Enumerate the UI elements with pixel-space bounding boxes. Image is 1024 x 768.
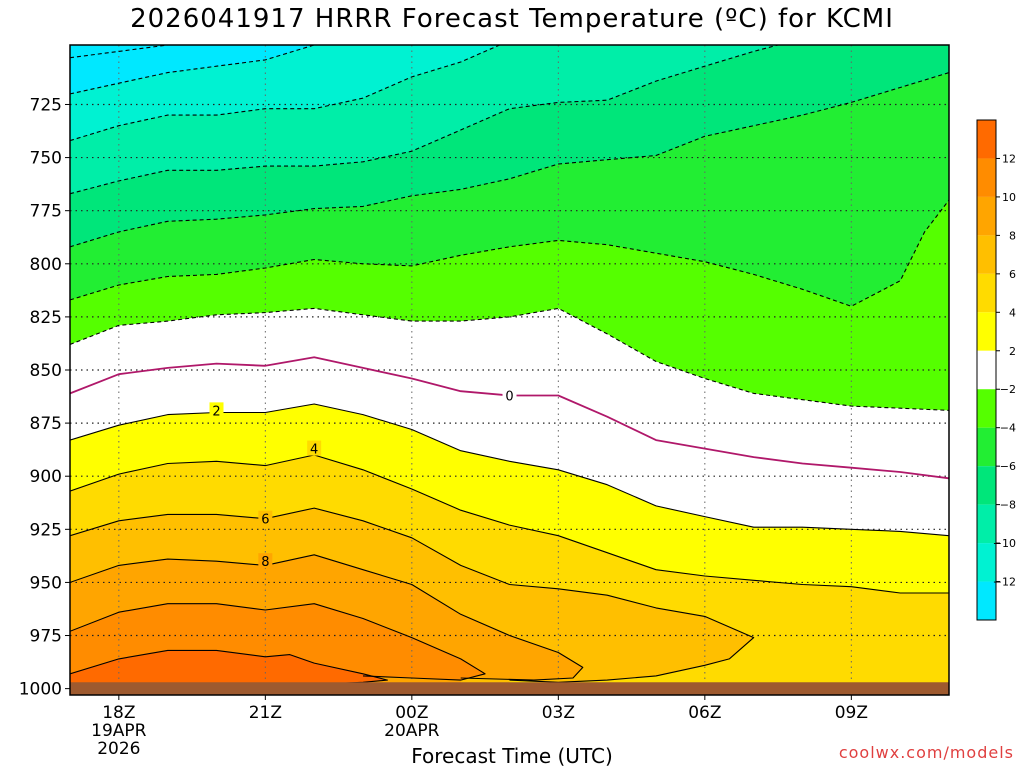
ground-layer xyxy=(70,682,949,695)
isotherm-line xyxy=(70,649,388,685)
y-tick-label: 775 xyxy=(30,202,62,222)
colorbar-label: 10 xyxy=(1002,191,1016,204)
contour-label-bg xyxy=(258,553,273,569)
isotherm-line xyxy=(70,307,949,411)
x-tick-sublabel: 19APR xyxy=(91,721,147,741)
colorbar-band xyxy=(977,120,996,159)
colorbar: 12 10 8 6 4 2 −2 −4 −6 −8 −10 −12 xyxy=(976,119,1016,621)
contour-label: 8 xyxy=(261,555,269,570)
ground-fill xyxy=(70,682,949,695)
x-tick-label: 18Z xyxy=(102,703,135,723)
x-tick-label: 00Z xyxy=(395,703,428,723)
x-tick-sublabel: 20APR xyxy=(384,721,440,741)
contour-label-bg xyxy=(258,510,273,526)
y-tick-label: 725 xyxy=(30,95,62,115)
isotherm-line xyxy=(70,507,755,683)
colorbar-band xyxy=(977,504,996,544)
temperature-fill xyxy=(70,45,949,695)
colorbar-label: 2 xyxy=(1009,345,1016,358)
y-tick-label: 875 xyxy=(30,414,62,434)
colorbar-band xyxy=(977,235,996,274)
colorbar-frame xyxy=(976,119,997,621)
colorbar-label: −2 xyxy=(1000,383,1016,396)
colorbar-label: 12 xyxy=(1002,152,1016,165)
contour-label-bg xyxy=(502,387,517,403)
colorbar-band xyxy=(977,196,996,236)
contour-labels: 0 2 4 6 8 xyxy=(209,387,517,570)
x-tick-sublabel: 2026 xyxy=(97,739,140,759)
isotherm-line xyxy=(70,199,949,307)
y-tick-label: 925 xyxy=(30,520,62,540)
credit-text: coolwx.com/models xyxy=(838,743,1014,762)
colorbar-band xyxy=(977,158,996,197)
contour-label-bg xyxy=(307,440,322,456)
y-tick-label: 1000 xyxy=(19,680,62,700)
y-tick-label: 950 xyxy=(30,573,62,593)
colorbar-band xyxy=(977,312,996,351)
x-tick-label: 03Z xyxy=(542,703,575,723)
y-tick-label: 975 xyxy=(30,627,62,647)
colorbar-band xyxy=(977,389,996,428)
contour-label: 0 xyxy=(505,389,513,404)
x-tick-label: 09Z xyxy=(835,703,868,723)
chart-title: 2026041917 HRRR Forecast Temperature (ºC… xyxy=(130,4,894,34)
colorbar-label: −6 xyxy=(1000,460,1016,473)
colorbar-band xyxy=(977,350,996,390)
colorbar-band xyxy=(977,427,996,467)
isotherm-line xyxy=(70,45,949,195)
grid-lines xyxy=(70,45,949,695)
colorbar-band xyxy=(977,466,996,505)
y-tick-label: 800 xyxy=(30,255,62,275)
colorbar-label: −8 xyxy=(1000,499,1016,512)
isotherm-line xyxy=(70,454,949,594)
y-tick-label: 900 xyxy=(30,467,62,487)
y-tick-label: 825 xyxy=(30,308,62,328)
colorbar-band xyxy=(977,273,996,313)
colorbar-label: −10 xyxy=(993,537,1016,550)
isotherm-line xyxy=(70,603,486,681)
y-axis: 725 750 775 800 825 850 875 900 925 950 975 1000 xyxy=(19,95,70,700)
y-tick-label: 850 xyxy=(30,361,62,381)
colorbar-label: 6 xyxy=(1009,268,1016,281)
isotherm-line xyxy=(70,72,949,248)
contour-label: 6 xyxy=(261,513,269,528)
x-tick-label: 21Z xyxy=(249,703,282,723)
isotherm-line xyxy=(70,45,324,95)
colorbar-band xyxy=(977,543,996,582)
contour-label: 4 xyxy=(310,443,318,458)
contour-label-bg xyxy=(209,402,224,418)
colorbar-band xyxy=(977,581,996,620)
colorbar-label: 8 xyxy=(1009,229,1016,242)
x-tick-label: 06Z xyxy=(688,703,721,723)
isotherm-line xyxy=(70,45,559,142)
y-tick-label: 750 xyxy=(30,149,62,169)
colorbar-label: −12 xyxy=(993,576,1016,589)
colorbar-label: 4 xyxy=(1009,306,1016,319)
colorbar-label: −4 xyxy=(1000,422,1016,435)
x-axis-title: Forecast Time (UTC) xyxy=(411,744,613,768)
contour-label: 2 xyxy=(212,404,220,419)
isotherm-line xyxy=(70,45,168,59)
isotherm-line xyxy=(70,554,584,681)
